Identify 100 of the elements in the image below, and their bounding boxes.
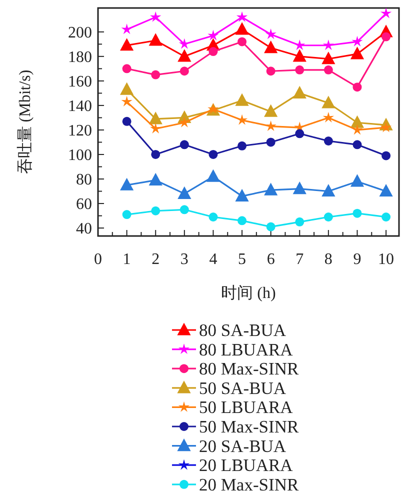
point — [324, 65, 333, 74]
legend-label: 20 Max-SINR — [199, 474, 299, 494]
point — [379, 184, 393, 197]
point — [350, 174, 364, 187]
point — [350, 115, 364, 128]
point — [148, 172, 162, 186]
legend-label: 50 LBUARA — [199, 397, 294, 418]
point — [150, 11, 162, 22]
y-tick-label: 200 — [68, 24, 92, 42]
point — [206, 169, 220, 182]
point — [266, 66, 276, 76]
point — [322, 52, 336, 64]
legend-label: 80 Max-SINR — [199, 358, 299, 379]
x-tick-label: 4 — [209, 251, 218, 268]
y-tick-label: 120 — [68, 122, 92, 140]
x-axis-title: 时间 (h) — [221, 284, 276, 302]
y-tick-label: 180 — [68, 48, 92, 66]
y-tick-label: 140 — [68, 98, 92, 115]
legend-label: 50 SA-BUA — [199, 378, 286, 398]
point — [264, 182, 278, 196]
legend-label: 80 LBUARA — [199, 339, 294, 360]
point — [264, 40, 278, 54]
point — [121, 96, 132, 107]
y-axis-title: 吞吐量 (Mbit/s) — [16, 70, 34, 174]
point — [180, 66, 189, 76]
point — [208, 150, 218, 159]
point — [178, 38, 190, 49]
point — [235, 188, 249, 202]
point — [292, 86, 306, 98]
x-tick-label: 10 — [378, 251, 394, 268]
point — [322, 184, 336, 197]
point — [120, 82, 134, 95]
point — [120, 178, 134, 190]
legend-label: 20 SA-BUA — [199, 436, 286, 456]
point — [322, 96, 336, 108]
point — [121, 24, 132, 34]
point — [180, 140, 189, 150]
point — [322, 40, 334, 50]
point — [178, 116, 190, 128]
point — [382, 32, 391, 42]
y-tick-label: 80 — [76, 172, 92, 188]
point — [151, 206, 160, 216]
legend-label: 50 Max-SINR — [199, 416, 299, 436]
y-tick-label: 60 — [76, 196, 92, 214]
point — [380, 122, 392, 132]
point — [178, 186, 192, 200]
y-tick-label: 40 — [76, 220, 92, 238]
point — [352, 124, 363, 135]
point — [352, 36, 363, 46]
point — [266, 222, 276, 232]
point — [180, 205, 189, 214]
legend-label: 80 SA-BUA — [199, 320, 286, 340]
x-tick-label: 1 — [122, 251, 131, 268]
point — [151, 150, 160, 159]
point — [208, 212, 218, 222]
point — [236, 114, 248, 125]
legend-label: 20 LBUARA — [199, 455, 294, 476]
point — [295, 129, 304, 138]
point — [235, 93, 249, 106]
point — [238, 216, 247, 226]
point — [122, 210, 132, 220]
point — [122, 64, 132, 74]
point — [178, 49, 192, 62]
point — [292, 182, 306, 194]
point — [352, 208, 362, 218]
point — [235, 22, 249, 35]
point — [266, 138, 276, 147]
point — [238, 141, 247, 150]
y-tick-label: 160 — [68, 73, 92, 90]
x-tick-label: 6 — [266, 251, 275, 268]
point — [238, 37, 247, 46]
point — [265, 28, 276, 40]
point — [265, 120, 276, 132]
point — [148, 112, 162, 124]
point — [236, 11, 248, 22]
point — [382, 151, 391, 160]
point — [150, 122, 162, 134]
x-tick-label: 9 — [353, 251, 362, 268]
point — [295, 217, 304, 226]
point — [324, 212, 333, 222]
x-tick-label: 3 — [180, 251, 188, 268]
x-tick-label: 5 — [238, 251, 246, 268]
point — [382, 212, 391, 222]
point — [264, 104, 278, 117]
x-tick-label: 0 — [94, 251, 102, 268]
point — [324, 136, 333, 146]
point — [151, 70, 160, 80]
point — [208, 30, 219, 40]
point — [295, 65, 304, 74]
point — [148, 33, 162, 46]
point — [120, 38, 134, 51]
point — [122, 116, 132, 126]
point — [352, 82, 362, 92]
x-tick-label: 7 — [296, 251, 304, 268]
point — [294, 40, 306, 50]
point — [352, 140, 362, 150]
x-tick-label: 2 — [152, 251, 160, 268]
x-tick-label: 8 — [324, 251, 332, 268]
y-tick-label: 100 — [68, 146, 92, 164]
point — [208, 47, 218, 56]
